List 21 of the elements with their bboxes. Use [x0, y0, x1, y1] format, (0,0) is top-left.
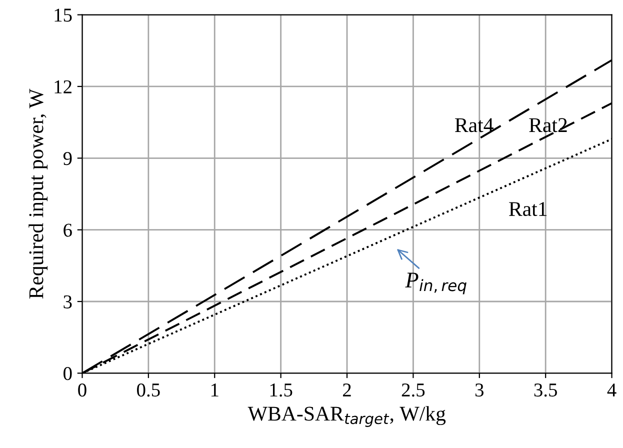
annotation: P$_{in,req}$ [405, 272, 466, 294]
x-tick-label: 3 [475, 384, 484, 397]
y-tick-label: 0 [64, 367, 72, 380]
y-tick-label: 12 [54, 80, 72, 94]
x-tick-label: 2.5 [402, 384, 425, 397]
series-label: Rat1 [509, 202, 547, 216]
series-label: Rat4 [455, 118, 494, 132]
x-tick-label: 0.5 [137, 383, 160, 397]
y-tick-label: 3 [64, 295, 72, 308]
series-label: Rat2 [529, 118, 567, 132]
x-tick-label: 2 [343, 384, 351, 396]
x-tick-label: 3.5 [534, 384, 557, 397]
x-tick-label: 1.5 [270, 384, 292, 397]
x-axis-title: WBA-SAR$_{target}$, W/kg [248, 406, 446, 428]
y-tick-label: 6 [64, 224, 72, 237]
x-tick-label: 1 [211, 384, 218, 396]
x-tick-label: 4 [607, 384, 616, 396]
y-tick-label: 15 [54, 8, 72, 22]
y-tick-label: 9 [63, 152, 72, 166]
y-axis-title: Required input power, W [28, 88, 48, 299]
x-tick-label: 0 [78, 383, 86, 397]
